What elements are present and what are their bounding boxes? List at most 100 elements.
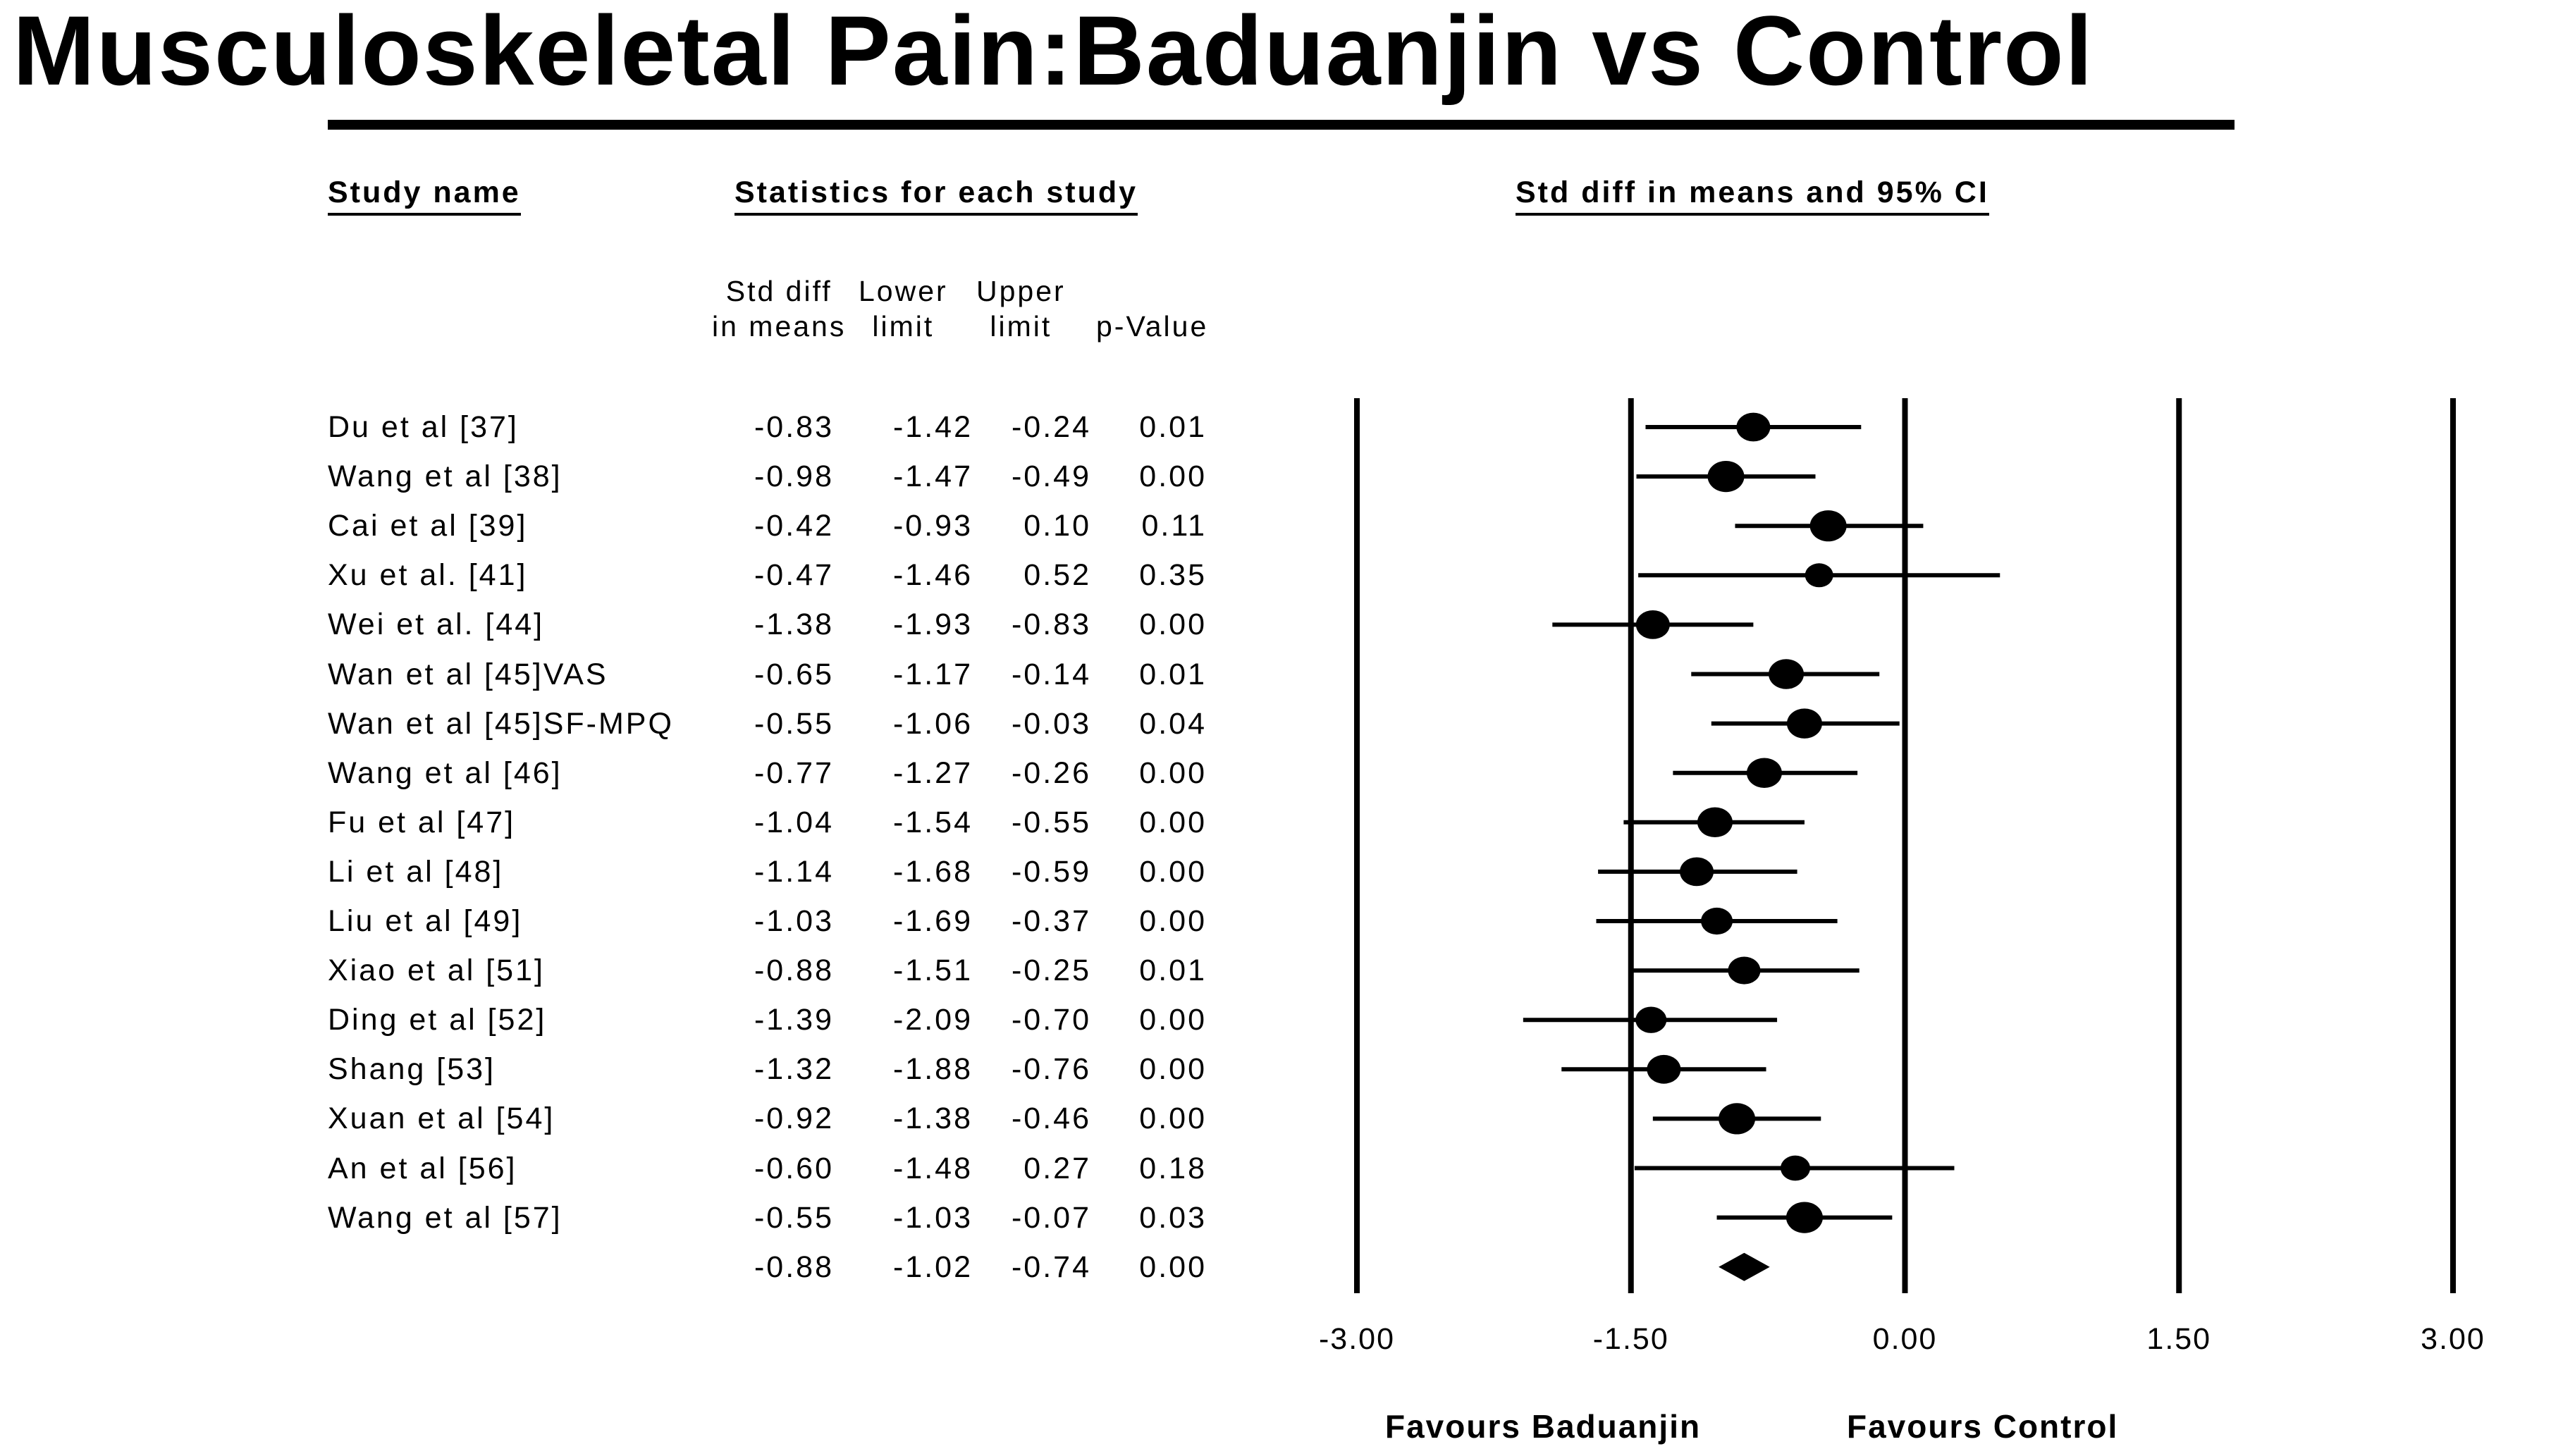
point-estimate (1746, 758, 1782, 788)
std-diff-value: -0.47 (754, 558, 834, 593)
col-head-p: p-Value (1096, 273, 1208, 344)
point-estimate (1701, 907, 1733, 935)
upper-limit-value: -0.26 (1011, 755, 1091, 790)
upper-limit-value: -0.83 (1011, 607, 1091, 642)
p-value: 0.00 (1139, 1102, 1207, 1136)
p-value: 0.35 (1139, 558, 1207, 593)
col-head-std-diff-line1: Std diff (725, 275, 832, 307)
lower-limit-value: -1.69 (892, 904, 973, 938)
upper-limit-value: -0.03 (1011, 706, 1091, 741)
p-value: 0.04 (1139, 706, 1207, 741)
study-name: Xuan et al [54] (328, 1102, 555, 1136)
study-name: Wei et al. [44] (328, 607, 545, 642)
std-diff-value: -1.38 (754, 607, 834, 642)
upper-limit-value: 0.10 (1024, 509, 1091, 543)
study-name: Fu et al [47] (328, 805, 516, 839)
upper-limit-value: -0.55 (1011, 805, 1091, 839)
study-name: Li et al [48] (328, 854, 504, 889)
std-diff-value: -0.65 (754, 657, 834, 691)
col-head-p-line2: p-Value (1096, 310, 1209, 343)
lower-limit-value: -2.09 (892, 1003, 973, 1037)
upper-limit-value: -0.49 (1011, 459, 1091, 494)
point-estimate (1707, 461, 1745, 493)
point-estimate (1781, 1155, 1810, 1181)
p-value: 0.00 (1139, 854, 1207, 889)
study-name: Wang et al [57] (328, 1200, 563, 1235)
lower-limit-value: -1.47 (892, 459, 973, 494)
upper-limit-value: -0.24 (1011, 410, 1091, 444)
study-name: Xu et al. [41] (328, 558, 528, 593)
upper-limit-value: -0.07 (1011, 1200, 1091, 1235)
point-estimate (1728, 956, 1761, 985)
chart-title: Musculoskeletal Pain:Baduanjin vs Contro… (13, 0, 2094, 106)
lower-limit-value: -1.93 (892, 607, 973, 642)
std-diff-value: -0.60 (754, 1151, 834, 1185)
p-value: 0.00 (1139, 805, 1207, 839)
study-name: An et al [56] (328, 1151, 517, 1185)
favours-control-label: Favours Control (1847, 1408, 2119, 1445)
lower-limit-value: -0.93 (892, 509, 973, 543)
study-name: Wan et al [45]VAS (328, 657, 608, 691)
lower-limit-value: -1.51 (892, 954, 973, 988)
study-name: Du et al [37] (328, 410, 519, 444)
x-tick-label: 0.00 (1872, 1322, 1938, 1356)
lower-limit-value: -1.54 (892, 805, 973, 839)
col-head-std-diff: Std diff in means (712, 273, 846, 344)
p-value: 0.01 (1139, 657, 1207, 691)
point-estimate (1786, 708, 1822, 739)
std-diff-value: -1.03 (754, 904, 834, 938)
col-head-std-diff-line2: in means (712, 310, 847, 343)
std-diff-value: -0.55 (754, 706, 834, 741)
study-name: Wang et al [38] (328, 459, 563, 494)
p-value: 0.03 (1139, 1200, 1207, 1235)
col-head-lower: Lower limit (859, 273, 948, 344)
effect-header: Std diff in means and 95% CI (1516, 175, 1989, 216)
lower-limit-value: -1.38 (892, 1102, 973, 1136)
upper-limit-value: -0.25 (1011, 954, 1091, 988)
p-value: 0.00 (1139, 904, 1207, 938)
lower-limit-value: -1.88 (892, 1052, 973, 1087)
col-head-lower-line2: limit (872, 310, 935, 343)
col-head-lower-line1: Lower (859, 275, 948, 307)
summary-lower-limit-value: -1.02 (892, 1250, 973, 1284)
study-name: Wang et al [46] (328, 755, 563, 790)
col-head-upper-line1: Upper (976, 275, 1066, 307)
study-name: Xiao et al [51] (328, 954, 545, 988)
point-estimate (1805, 563, 1833, 588)
point-estimate (1785, 1202, 1823, 1233)
point-estimate (1647, 1054, 1681, 1084)
std-diff-value: -1.39 (754, 1003, 834, 1037)
summary-upper-limit-value: -0.74 (1011, 1250, 1091, 1284)
point-estimate (1680, 857, 1714, 887)
upper-limit-value: -0.76 (1011, 1052, 1091, 1087)
study-name: Wan et al [45]SF-MPQ (328, 706, 674, 741)
lower-limit-value: -1.06 (892, 706, 973, 741)
study-name: Liu et al [49] (328, 904, 523, 938)
title-rule (328, 120, 2235, 130)
summary-diamond (1719, 1252, 1770, 1281)
upper-limit-value: -0.46 (1011, 1102, 1091, 1136)
upper-limit-value: 0.52 (1024, 558, 1091, 593)
p-value: 0.18 (1139, 1151, 1207, 1185)
lower-limit-value: -1.03 (892, 1200, 973, 1235)
col-head-upper-line2: limit (990, 310, 1052, 343)
std-diff-value: -0.55 (754, 1200, 834, 1235)
lower-limit-value: -1.68 (892, 854, 973, 889)
x-tick-label: -3.00 (1318, 1322, 1396, 1356)
std-diff-value: -0.42 (754, 509, 834, 543)
lower-limit-value: -1.42 (892, 410, 973, 444)
study-name: Shang [53] (328, 1052, 496, 1087)
upper-limit-value: 0.27 (1024, 1151, 1091, 1185)
std-diff-value: -0.88 (754, 954, 834, 988)
p-value: 0.00 (1139, 1052, 1207, 1087)
point-estimate (1769, 659, 1805, 689)
point-estimate (1719, 1103, 1756, 1135)
std-diff-value: -0.77 (754, 755, 834, 790)
favours-baduanjin-label: Favours Baduanjin (1385, 1408, 1702, 1445)
std-diff-value: -0.83 (754, 410, 834, 444)
study-name: Cai et al [39] (328, 509, 528, 543)
study-name-header: Study name (328, 175, 521, 216)
col-head-upper: Upper limit (976, 273, 1066, 344)
upper-limit-value: -0.70 (1011, 1003, 1091, 1037)
